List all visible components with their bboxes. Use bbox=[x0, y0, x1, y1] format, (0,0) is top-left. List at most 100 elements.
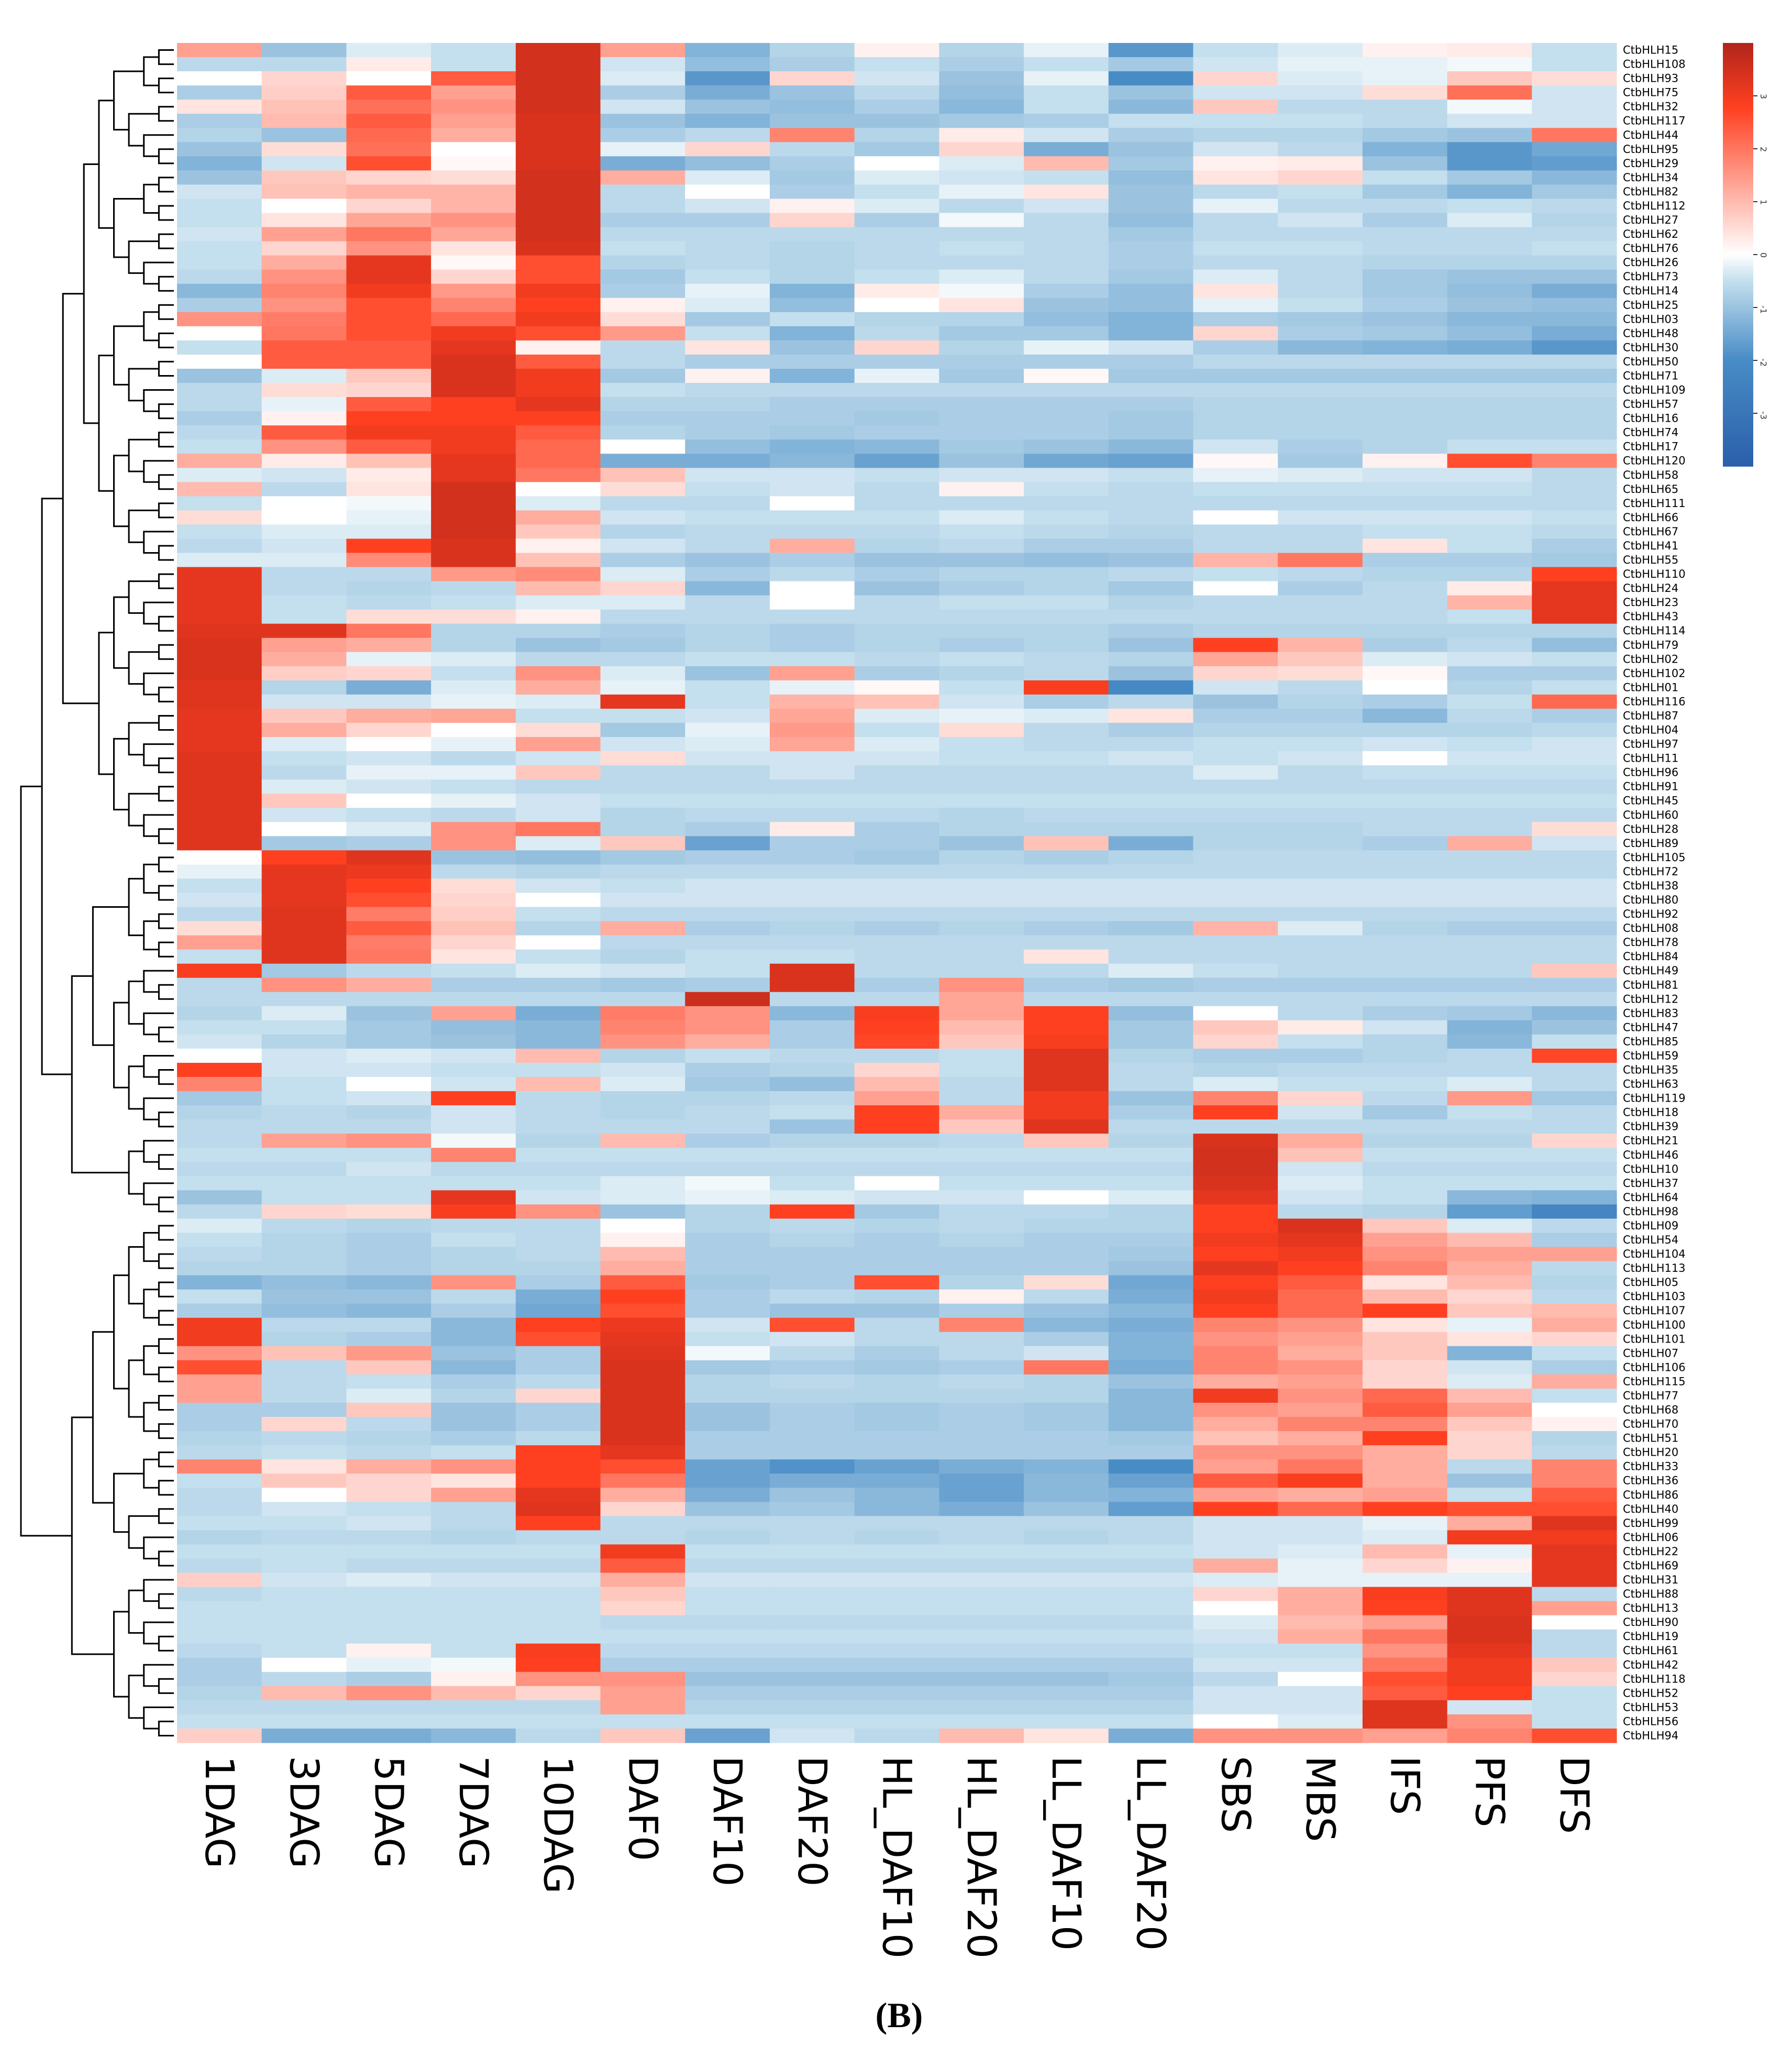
heatmap-cell bbox=[431, 156, 516, 171]
heatmap-cell bbox=[431, 1119, 516, 1134]
heatmap-cell bbox=[1362, 1034, 1448, 1049]
heatmap-cell bbox=[1362, 1006, 1448, 1021]
heatmap-cell bbox=[261, 1714, 347, 1729]
heatmap-cell bbox=[600, 808, 685, 822]
heatmap-cell bbox=[1193, 1247, 1278, 1262]
legend-gradient-step bbox=[1723, 143, 1753, 147]
heatmap-cell bbox=[939, 1332, 1024, 1347]
heatmap-cell bbox=[431, 567, 516, 582]
heatmap-cell bbox=[346, 992, 432, 1007]
row-label: CtbHLH71 bbox=[1623, 370, 1678, 382]
heatmap-cell bbox=[600, 1615, 685, 1630]
heatmap-cell bbox=[854, 1162, 939, 1176]
heatmap-cell bbox=[346, 637, 432, 653]
heatmap-cell bbox=[685, 836, 770, 851]
heatmap-cell bbox=[685, 1134, 770, 1148]
heatmap-cell bbox=[515, 1558, 601, 1574]
heatmap-cell bbox=[1532, 595, 1617, 610]
heatmap-cell bbox=[1362, 1233, 1448, 1248]
heatmap-cell bbox=[346, 468, 432, 482]
heatmap-cell bbox=[515, 1346, 601, 1361]
heatmap-cell bbox=[1532, 199, 1617, 214]
heatmap-cell bbox=[346, 213, 432, 228]
heatmap-cell bbox=[1108, 1615, 1194, 1630]
heatmap-cell bbox=[515, 949, 601, 964]
row-label: CtbHLH17 bbox=[1623, 441, 1678, 453]
heatmap-cell bbox=[1532, 1303, 1617, 1318]
heatmap-cell bbox=[854, 567, 939, 582]
heatmap-cell bbox=[1193, 1572, 1278, 1588]
heatmap-cell bbox=[431, 1558, 516, 1574]
heatmap-cell bbox=[515, 283, 601, 299]
heatmap-cell bbox=[600, 1587, 685, 1602]
heatmap-cell bbox=[685, 1176, 770, 1191]
heatmap-cell bbox=[769, 1516, 855, 1531]
legend-gradient-step bbox=[1723, 104, 1753, 107]
heatmap-cell bbox=[685, 496, 770, 511]
heatmap-cell bbox=[346, 963, 432, 978]
row-label: CtbHLH28 bbox=[1623, 823, 1678, 835]
heatmap-cell bbox=[431, 1317, 516, 1333]
row-label: CtbHLH113 bbox=[1623, 1262, 1686, 1274]
heatmap-cell bbox=[1278, 1558, 1363, 1574]
heatmap-cell bbox=[1532, 808, 1617, 822]
legend-gradient-step bbox=[1723, 445, 1753, 448]
heatmap-cell bbox=[600, 1275, 685, 1290]
heatmap-cell bbox=[1108, 1714, 1194, 1729]
heatmap-cell bbox=[1362, 114, 1448, 128]
heatmap-cell bbox=[939, 1714, 1024, 1729]
heatmap-cell bbox=[939, 1601, 1024, 1616]
heatmap-cell bbox=[1108, 439, 1194, 454]
dendrogram-branch bbox=[128, 580, 159, 614]
heatmap-cell bbox=[939, 397, 1024, 412]
heatmap-cell bbox=[346, 1134, 432, 1148]
heatmap-cell bbox=[1447, 1431, 1532, 1446]
heatmap-cell bbox=[1024, 1332, 1109, 1347]
heatmap-cell bbox=[939, 368, 1024, 383]
heatmap-cell bbox=[854, 1091, 939, 1106]
heatmap-cell bbox=[1278, 836, 1363, 851]
heatmap-cell bbox=[515, 963, 601, 978]
heatmap-cell bbox=[939, 1473, 1024, 1488]
heatmap-cell bbox=[177, 425, 262, 440]
row-label: CtbHLH39 bbox=[1623, 1120, 1678, 1133]
dendrogram-branch bbox=[158, 757, 174, 774]
legend-gradient-step bbox=[1723, 98, 1753, 102]
heatmap-cell bbox=[685, 298, 770, 313]
heatmap-cell bbox=[1447, 850, 1532, 865]
legend-gradient-step bbox=[1723, 172, 1753, 176]
heatmap-cell bbox=[261, 100, 347, 114]
heatmap-cell bbox=[177, 1374, 262, 1389]
heatmap-cell bbox=[346, 57, 432, 72]
heatmap-cell bbox=[769, 142, 855, 157]
legend-gradient-step bbox=[1723, 112, 1753, 115]
dendrogram-branch bbox=[143, 672, 174, 696]
heatmap-cell bbox=[431, 524, 516, 540]
heatmap-cell bbox=[177, 1162, 262, 1176]
heatmap-cell bbox=[261, 1020, 347, 1035]
heatmap-cell bbox=[261, 142, 347, 157]
heatmap-cell bbox=[346, 581, 432, 596]
heatmap-cell bbox=[769, 1671, 855, 1687]
heatmap-cell bbox=[261, 1502, 347, 1516]
heatmap-cell bbox=[1278, 765, 1363, 780]
heatmap-cell bbox=[1532, 1134, 1617, 1148]
heatmap-cell bbox=[1278, 680, 1363, 695]
heatmap-cell bbox=[1108, 326, 1194, 341]
heatmap-cell bbox=[1193, 836, 1278, 851]
heatmap-cell bbox=[854, 1303, 939, 1318]
heatmap-cell bbox=[1108, 184, 1194, 200]
heatmap-cell bbox=[1532, 340, 1617, 355]
legend-gradient-step bbox=[1723, 460, 1753, 464]
heatmap-cell bbox=[939, 1048, 1024, 1063]
heatmap-cell bbox=[1024, 298, 1109, 313]
heatmap-cell bbox=[346, 553, 432, 568]
legend-gradient-step bbox=[1723, 331, 1753, 335]
heatmap-cell bbox=[515, 269, 601, 284]
heatmap-cell bbox=[1024, 1275, 1109, 1290]
row-label: CtbHLH83 bbox=[1623, 1007, 1678, 1019]
heatmap-cell bbox=[854, 1587, 939, 1602]
legend-gradient-step bbox=[1723, 138, 1753, 141]
row-label: CtbHLH62 bbox=[1623, 228, 1678, 240]
heatmap-cell bbox=[1362, 708, 1448, 723]
